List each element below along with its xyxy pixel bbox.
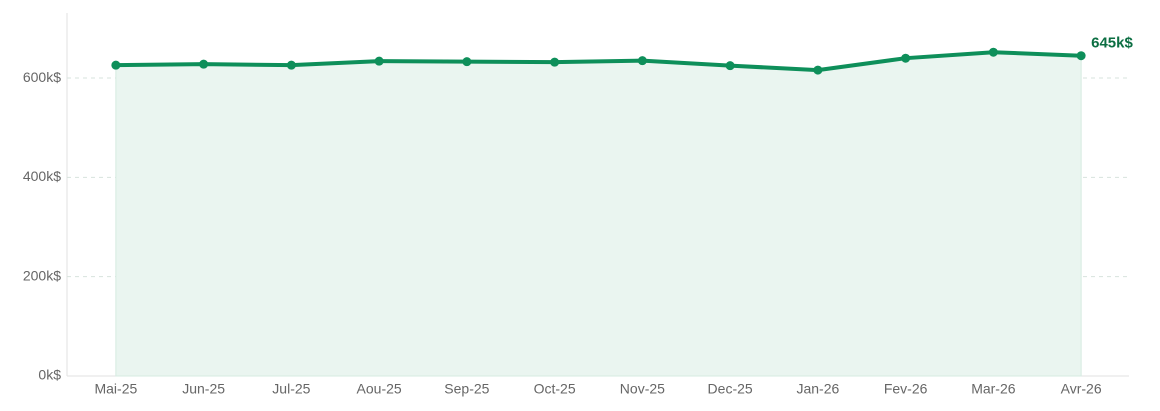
x-tick-label: Jan-26 — [796, 381, 839, 397]
y-tick-label: 600k$ — [23, 69, 61, 85]
y-tick-label: 200k$ — [23, 267, 61, 283]
x-tick-label: Jun-25 — [182, 381, 225, 397]
point — [374, 56, 384, 66]
value-label: 645k$ — [1091, 35, 1133, 52]
point — [901, 53, 911, 63]
x-tick-label: Dec-25 — [708, 381, 753, 397]
point — [988, 47, 998, 57]
point — [725, 61, 735, 71]
x-tick-label: Avr-26 — [1061, 381, 1102, 397]
point — [462, 57, 472, 67]
point — [1076, 51, 1086, 61]
x-tick-label: Oct-25 — [534, 381, 576, 397]
point — [813, 65, 823, 75]
area — [115, 51, 1082, 377]
y-tick-label: 400k$ — [23, 168, 61, 184]
point — [550, 57, 560, 67]
point — [286, 60, 296, 70]
point — [637, 56, 647, 66]
x-tick-label: Mar-26 — [971, 381, 1016, 397]
point — [199, 59, 209, 69]
x-tick-label: Nov-25 — [620, 381, 665, 397]
x-tick-label: Fev-26 — [884, 381, 928, 397]
y-tick-label: 0k$ — [38, 367, 61, 383]
x-tick-label: Aou-25 — [357, 381, 402, 397]
x-tick-label: Jul-25 — [272, 381, 310, 397]
point — [111, 60, 121, 70]
line — [115, 50, 1082, 73]
x-tick-label: Mai-25 — [94, 381, 137, 397]
x-tick-label: Sep-25 — [444, 381, 489, 397]
